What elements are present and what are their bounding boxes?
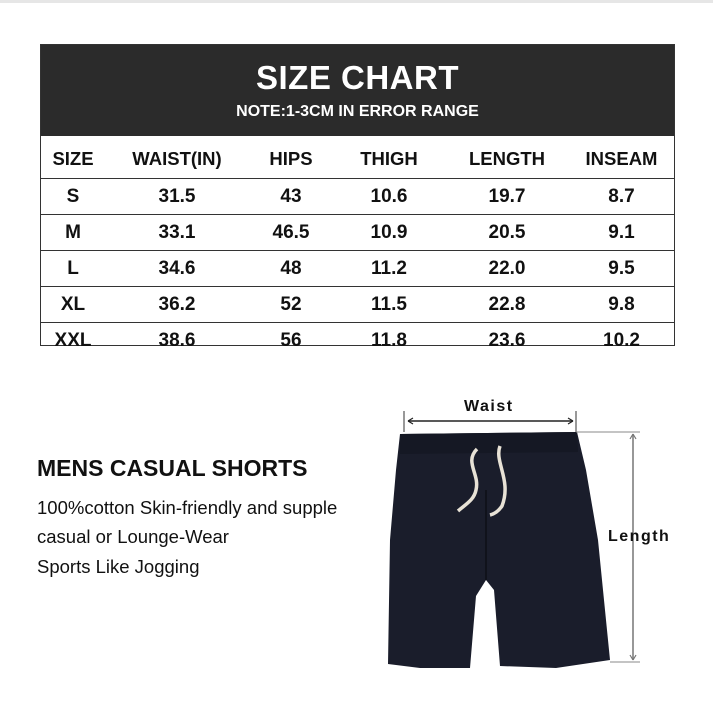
waist-label: Waist — [464, 398, 514, 415]
cell: XL — [41, 286, 105, 323]
size-chart-header: SIZE CHART NOTE:1-3CM IN ERROR RANGE — [41, 45, 674, 136]
cell: XXL — [41, 322, 105, 358]
cell: L — [41, 250, 105, 287]
product-description-line: 100%cotton Skin-friendly and supple — [37, 497, 338, 518]
product-name: MENS CASUAL SHORTS — [37, 455, 308, 481]
table-row: XL 36.2 52 11.5 22.8 9.8 — [41, 286, 674, 323]
table-row: M 33.1 46.5 10.9 20.5 9.1 — [41, 214, 674, 251]
top-divider — [0, 0, 713, 3]
cell: 34.6 — [105, 250, 249, 287]
cell: 11.8 — [333, 322, 445, 358]
cell: 20.5 — [445, 214, 569, 251]
table-row: XXL 38.6 56 11.8 23.6 10.2 — [41, 322, 674, 358]
size-chart-note: NOTE:1-3CM IN ERROR RANGE — [236, 103, 479, 120]
cell: 23.6 — [445, 322, 569, 358]
length-measure-arrow — [576, 431, 640, 663]
cell: 33.1 — [105, 214, 249, 251]
header-hips: HIPS — [249, 140, 333, 179]
length-label: Length — [608, 528, 671, 545]
header-waist: WAIST(IN) — [105, 140, 249, 179]
size-chart: SIZE CHART NOTE:1-3CM IN ERROR RANGE SIZ… — [40, 44, 675, 358]
cell: 22.0 — [445, 250, 569, 287]
header-length: LENGTH — [445, 140, 569, 179]
cell: 38.6 — [105, 322, 249, 358]
shorts-image — [388, 432, 610, 668]
cell: 8.7 — [608, 185, 635, 207]
table-header-row: SIZE WAIST(IN) HIPS THIGH LENGTH INSEAM — [41, 140, 674, 179]
table-row: S 31.5 43 10.6 19.7 8.7 — [41, 179, 674, 215]
product-description-line: casual or Lounge-Wear — [37, 526, 229, 547]
header-thigh: THIGH — [333, 140, 445, 179]
cell: M — [41, 214, 105, 251]
cell: 46.5 — [249, 214, 333, 251]
cell: 10.9 — [333, 214, 445, 251]
header-size: SIZE — [41, 140, 105, 179]
size-chart-title: SIZE CHART — [256, 59, 459, 96]
cell: 10.2 — [569, 322, 674, 358]
cell: 31.5 — [158, 185, 196, 207]
cell: 9.8 — [569, 286, 674, 323]
cell: 48 — [249, 250, 333, 287]
cell: 22.8 — [445, 286, 569, 323]
product-description-line: Sports Like Jogging — [37, 556, 200, 577]
cell: 11.2 — [333, 250, 445, 287]
cell: 36.2 — [105, 286, 249, 323]
cell: 56 — [249, 322, 333, 358]
cell: 9.1 — [569, 214, 674, 251]
waist-measure-arrow — [403, 411, 577, 432]
size-table: SIZE WAIST(IN) HIPS THIGH LENGTH INSEAM … — [41, 140, 674, 358]
cell: S — [66, 185, 80, 207]
cell: 10.6 — [370, 185, 408, 207]
cell: 9.5 — [569, 250, 674, 287]
header-inseam: INSEAM — [569, 140, 674, 179]
cell: 19.7 — [488, 185, 526, 207]
cell: 52 — [249, 286, 333, 323]
cell: 43 — [280, 185, 302, 207]
cell: 11.5 — [333, 286, 445, 323]
table-row: L 34.6 48 11.2 22.0 9.5 — [41, 250, 674, 287]
